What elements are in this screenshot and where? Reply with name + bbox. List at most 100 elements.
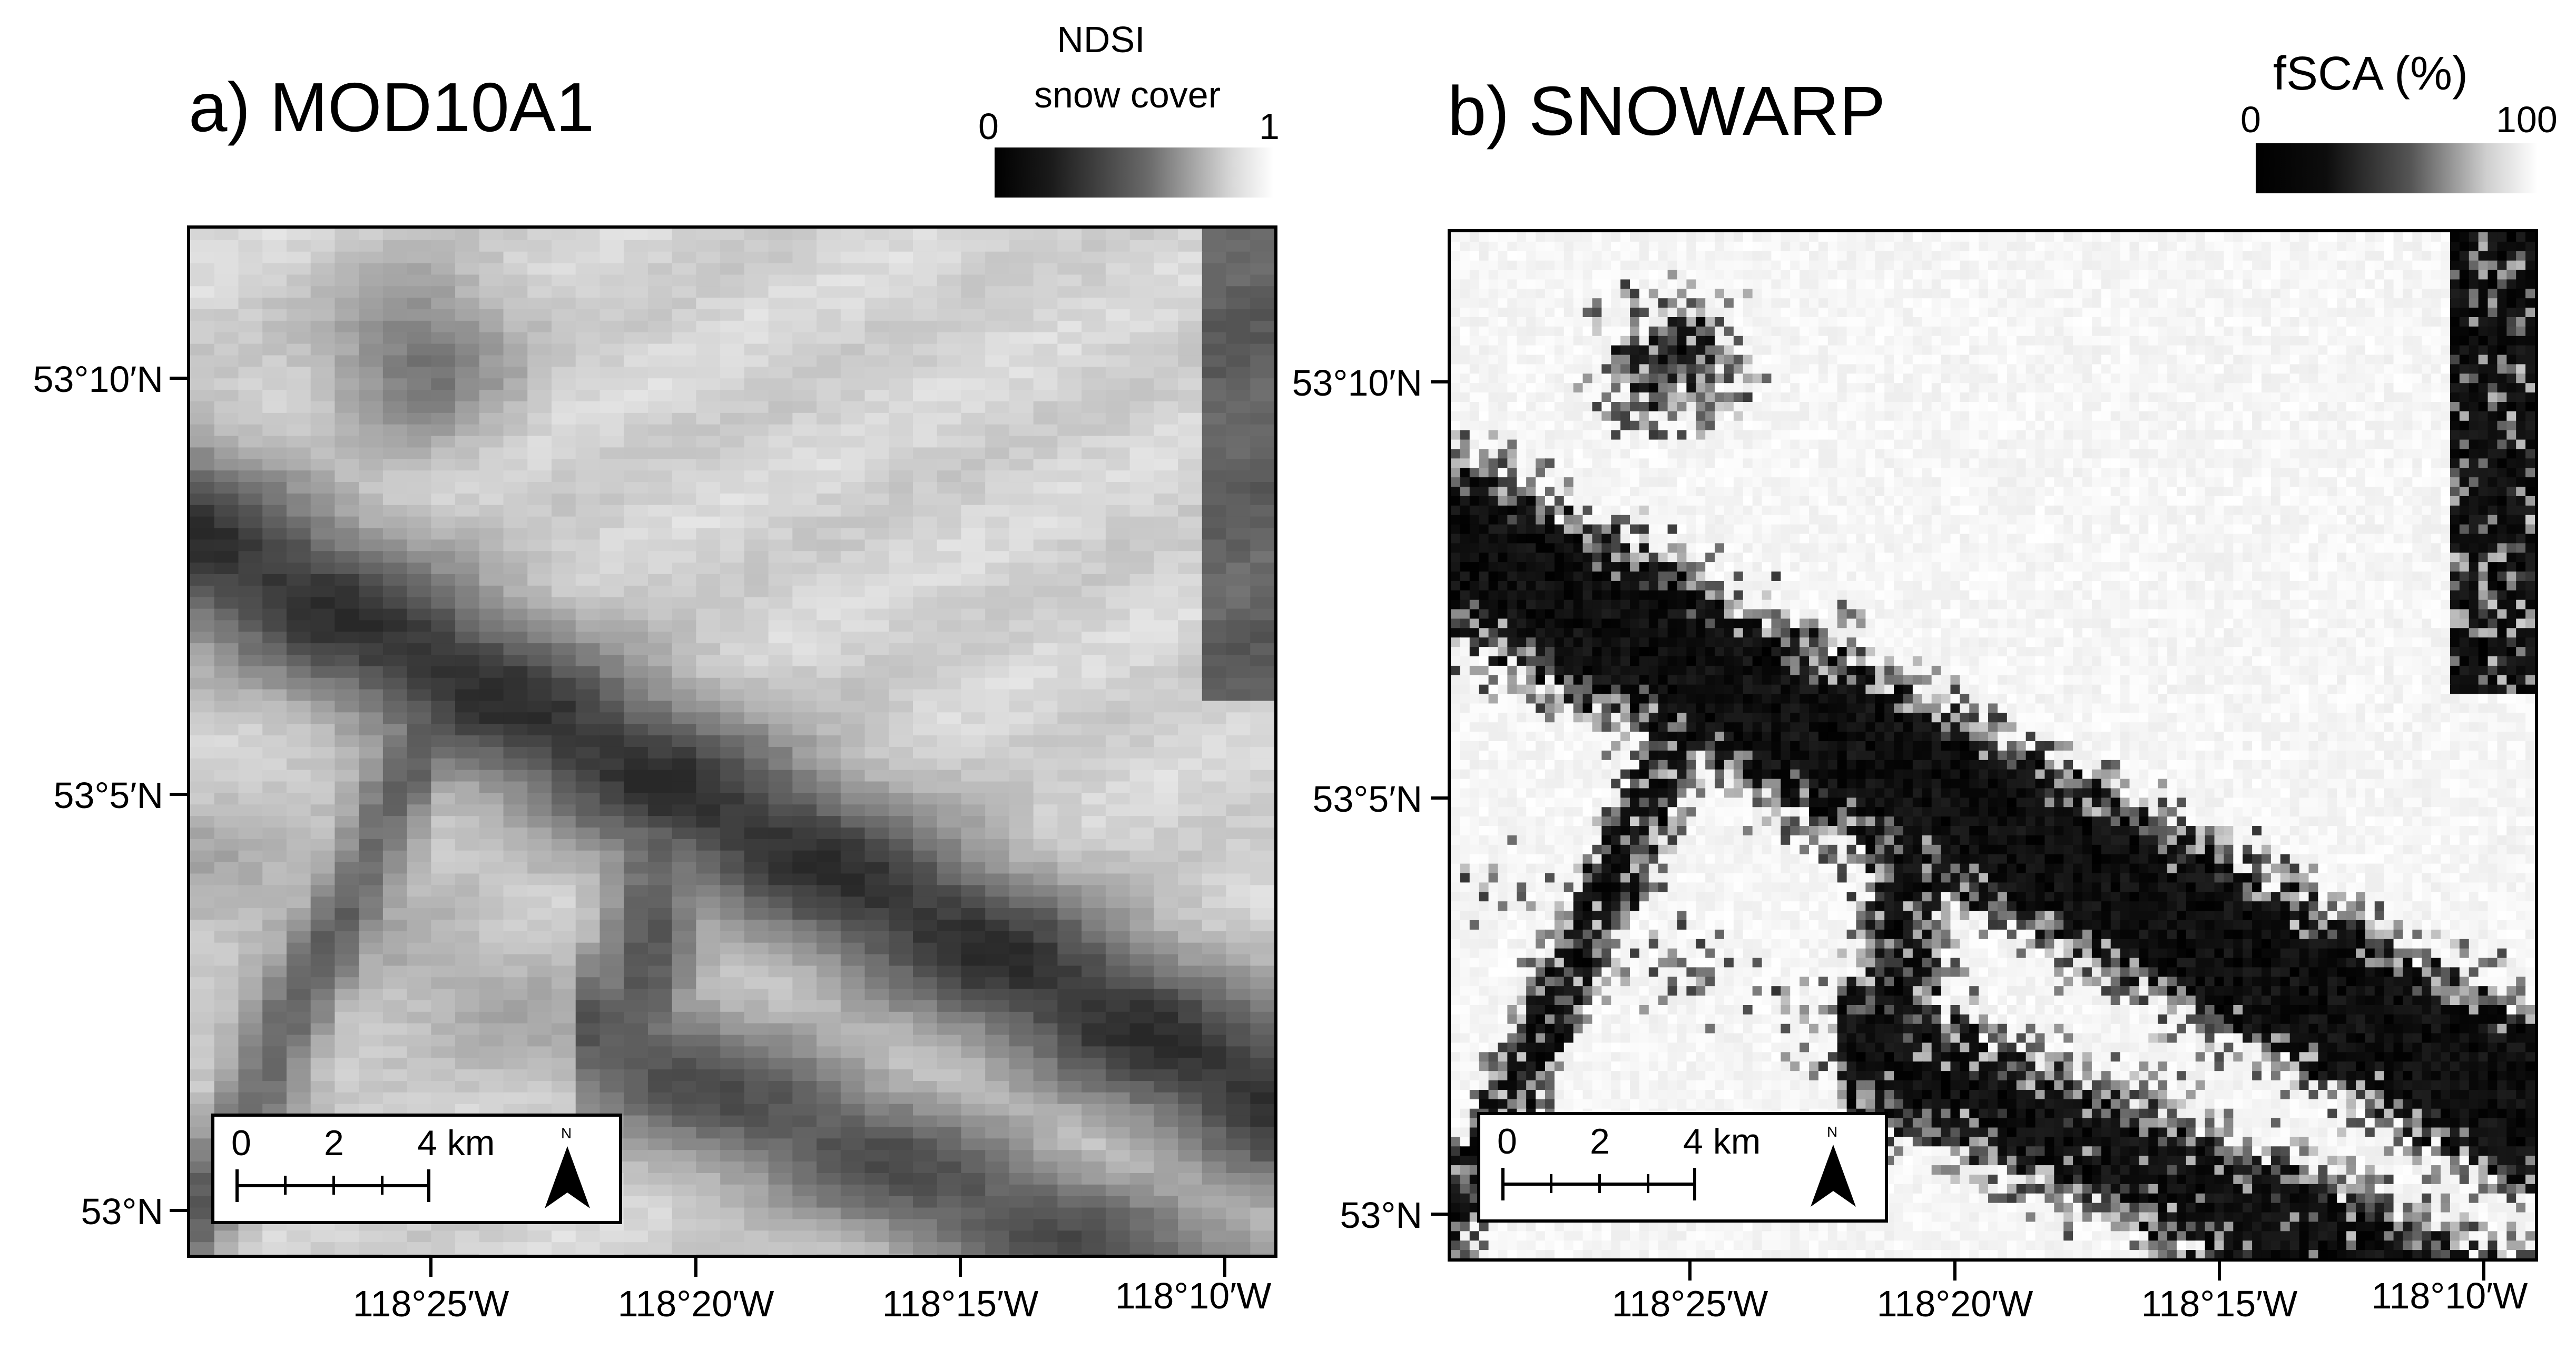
raster-cell	[889, 1058, 913, 1070]
raster-cell	[2233, 298, 2243, 308]
raster-cell	[1130, 401, 1155, 413]
raster-cell	[817, 1208, 841, 1220]
raster-cell	[624, 459, 648, 471]
raster-cell	[504, 229, 528, 241]
raster-cell	[624, 1058, 648, 1070]
raster-cell	[841, 551, 866, 563]
raster-cell	[720, 620, 745, 632]
raster-cell	[1507, 270, 1517, 280]
raster-cell	[1715, 289, 1725, 299]
raster-cell	[769, 229, 793, 241]
raster-cell	[1250, 712, 1274, 724]
raster-cell	[335, 1000, 359, 1012]
raster-cell	[262, 839, 287, 851]
raster-cell	[455, 586, 480, 598]
raster-cell	[865, 1035, 890, 1047]
raster-cell	[287, 344, 311, 356]
raster-cell	[769, 505, 793, 517]
raster-cell	[792, 574, 817, 586]
raster-cell	[1639, 232, 1649, 242]
raster-cell	[961, 1092, 986, 1105]
raster-cell	[1154, 1150, 1178, 1162]
raster-cell	[311, 1069, 336, 1081]
raster-cell	[1837, 289, 1847, 299]
raster-cell	[696, 1161, 721, 1174]
raster-cell	[961, 494, 986, 506]
map-b-raster	[1451, 232, 2535, 1258]
raster-cell	[576, 954, 601, 967]
raster-cell	[2290, 261, 2300, 271]
raster-cell	[937, 609, 962, 621]
raster-cell	[841, 1161, 866, 1174]
raster-cell	[985, 367, 1010, 379]
raster-cell	[937, 989, 962, 1001]
raster-cell	[817, 897, 841, 909]
raster-cell	[696, 851, 721, 863]
raster-cell	[1057, 551, 1082, 563]
raster-cell	[455, 897, 480, 909]
raster-cell	[599, 620, 624, 632]
raster-cell	[2506, 242, 2516, 252]
raster-cell	[1034, 1092, 1058, 1105]
raster-cell	[1081, 252, 1106, 264]
raster-cell	[1668, 242, 1678, 252]
raster-cell	[817, 1000, 841, 1012]
raster-cell	[1106, 873, 1130, 885]
raster-cell	[985, 816, 1010, 828]
raster-cell	[455, 367, 480, 379]
raster-cell	[407, 989, 432, 1001]
raster-cell	[576, 505, 601, 517]
raster-cell	[865, 897, 890, 909]
raster-cell	[1106, 298, 1130, 310]
raster-cell	[817, 724, 841, 736]
raster-cell	[720, 321, 745, 333]
raster-cell	[769, 609, 793, 621]
raster-cell	[1009, 494, 1034, 506]
raster-cell	[407, 701, 432, 713]
raster-cell	[1178, 1242, 1203, 1254]
raster-cell	[865, 470, 890, 482]
raster-cell	[769, 1116, 793, 1128]
raster-cell	[214, 816, 239, 828]
raster-cell	[527, 482, 552, 494]
raster-cell	[455, 505, 480, 517]
raster-cell	[1250, 747, 1274, 759]
raster-cell	[792, 816, 817, 828]
raster-cell	[2026, 232, 2036, 242]
raster-cell	[1715, 270, 1725, 280]
raster-cell	[407, 609, 432, 621]
raster-cell	[2365, 261, 2375, 271]
raster-cell	[672, 609, 697, 621]
raster-cell	[504, 436, 528, 448]
raster-cell	[552, 954, 576, 967]
raster-cell	[1988, 289, 1998, 299]
raster-cell	[792, 759, 817, 771]
raster-cell	[335, 908, 359, 920]
raster-cell	[1106, 712, 1130, 724]
raster-cell	[335, 390, 359, 402]
raster-cell	[1178, 1219, 1203, 1231]
raster-cell	[2007, 279, 2017, 289]
raster-cell	[1250, 620, 1274, 632]
raster-cell	[2167, 298, 2177, 308]
raster-cell	[1106, 862, 1130, 874]
raster-cell	[214, 782, 239, 794]
raster-cell	[1202, 1127, 1227, 1139]
raster-cell	[576, 597, 601, 609]
raster-cell	[504, 747, 528, 759]
raster-cell	[1154, 1196, 1178, 1208]
raster-cell	[792, 539, 817, 552]
raster-cell	[1081, 447, 1106, 459]
raster-cell	[504, 401, 528, 413]
raster-cell	[1057, 1230, 1082, 1243]
raster-cell	[865, 1208, 890, 1220]
raster-cell	[1154, 735, 1178, 747]
raster-cell	[696, 1185, 721, 1197]
raster-cell	[1130, 1173, 1155, 1185]
raster-cell	[1154, 701, 1178, 713]
raster-cell	[961, 1196, 986, 1208]
raster-cell	[552, 1081, 576, 1093]
raster-cell	[527, 931, 552, 943]
raster-cell	[190, 252, 215, 264]
raster-cell	[769, 851, 793, 863]
